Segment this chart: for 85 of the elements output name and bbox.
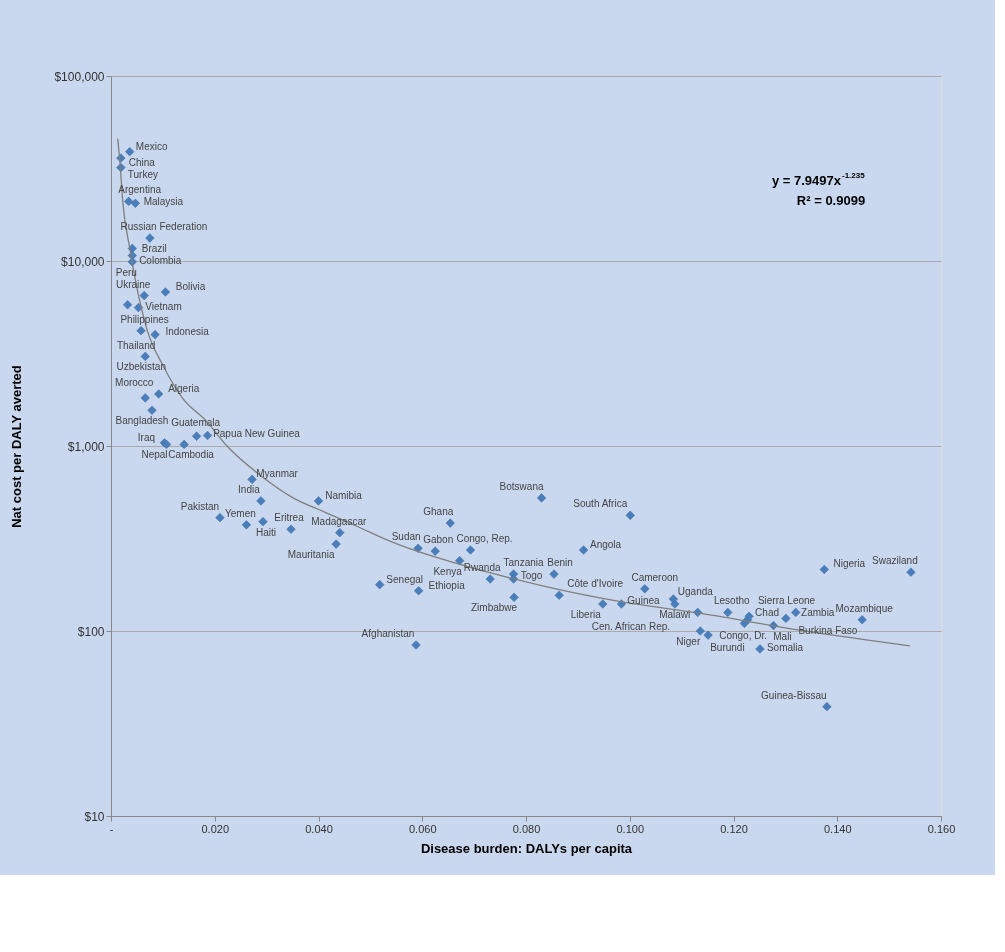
annotation: Congo, Dr.: [719, 630, 767, 642]
annotation: Zimbabwe: [471, 602, 518, 614]
annotation: Congo, Rep.: [456, 533, 513, 545]
annotation: Tanzania: [503, 557, 544, 569]
y-tick-label: $100: [77, 624, 105, 639]
y-tick-label: $10: [84, 809, 105, 824]
annotation: Lesotho: [714, 595, 751, 607]
annotation: Indonesia: [165, 325, 210, 337]
annotation: South Africa: [573, 498, 628, 510]
annotation: Burkina Faso: [798, 625, 858, 637]
annotation: Togo: [520, 570, 543, 582]
y-tick-label: $1,000: [67, 439, 105, 454]
annotation: Brazil: [141, 243, 167, 255]
x-tick-label: 0.100: [616, 822, 645, 835]
annotation: Sierra Leone: [757, 594, 816, 606]
annotation: Yemen: [225, 507, 256, 519]
x-tick-label: 0.060: [408, 822, 437, 835]
annotation: Thailand: [116, 339, 156, 351]
annotation: Pakistan: [180, 500, 220, 512]
x-tick-label: 0.160: [927, 822, 956, 835]
x-tick-label: 0.020: [201, 822, 230, 835]
annotation: Guinea: [627, 594, 661, 606]
annotation: R² = 0.9099: [796, 193, 866, 208]
annotation: Mozambique: [835, 602, 894, 614]
x-tick-label: 0.140: [823, 822, 852, 835]
annotation: Burundi: [710, 642, 745, 654]
annotation: Mexico: [135, 140, 168, 152]
annotation: Vietnam: [145, 300, 182, 312]
annotation: Cameroon: [631, 571, 679, 583]
y-tick-label: $100,000: [54, 69, 105, 84]
annotation: Morocco: [115, 376, 154, 388]
annotation: Guatemala: [171, 417, 221, 429]
annotation: Cen. African Rep.: [591, 620, 671, 632]
annotation: Benin: [547, 557, 573, 569]
x-tick-label: 0.040: [305, 822, 333, 835]
annotation: Zambia: [801, 607, 835, 619]
annotation: Kenya: [433, 565, 463, 577]
annotation: Eritrea: [274, 512, 305, 524]
annotation: Bangladesh: [115, 415, 169, 427]
x-tick-label: -: [109, 822, 114, 835]
y-tick-label: $10,000: [61, 254, 105, 269]
annotation: Mauritania: [287, 549, 335, 561]
annotation: Somalia: [766, 641, 804, 653]
annotation: Angola: [590, 539, 622, 551]
annotation: Myanmar: [256, 468, 299, 480]
annotation: Chad: [755, 607, 780, 619]
annotation: Cambodia: [168, 449, 215, 461]
annotation: Malawi: [659, 609, 691, 621]
annotation: Liberia: [570, 608, 602, 620]
annotation: Papua New Guinea: [213, 428, 301, 440]
annotation: Gabon: [423, 534, 454, 546]
annotation: Swaziland: [872, 555, 918, 567]
annotation: Guinea-Bissau: [761, 689, 827, 701]
annotation: Argentina: [118, 184, 162, 196]
annotation: Afghanistan: [361, 628, 415, 640]
annotation: Algeria: [168, 383, 200, 395]
annotation: Bolivia: [175, 280, 206, 292]
annotation: Ethiopia: [428, 579, 466, 591]
annotation: Colombia: [139, 254, 182, 266]
annotation: Turkey: [127, 168, 158, 180]
annotation: Nepal: [141, 449, 168, 461]
annotation: Namibia: [325, 489, 363, 501]
annotation: Uzbekistan: [116, 361, 166, 373]
annotation: Senegal: [386, 573, 424, 585]
annotation: Ghana: [423, 506, 454, 518]
annotation: Uganda: [677, 585, 714, 597]
annotation: Malaysia: [143, 196, 184, 208]
annotation: Russian Federation: [120, 221, 208, 233]
x-tick-label: 0.120: [720, 822, 748, 835]
y-axis-title: Nat cost per DALY averted: [9, 365, 25, 528]
x-tick-label: 0.080: [512, 822, 541, 835]
annotation: Niger: [676, 636, 701, 647]
annotation: Botswana: [499, 480, 544, 492]
annotation: Peru: [115, 266, 137, 278]
annotation: Ukraine: [115, 278, 151, 290]
annotation: Côte d'Ivoire: [567, 578, 624, 590]
annotation: Sudan: [391, 531, 421, 543]
annotation: China: [128, 157, 156, 169]
annotation: Philippines: [120, 313, 169, 325]
annotation: Haiti: [255, 526, 276, 538]
annotation: India: [238, 483, 261, 495]
annotation: Iraq: [137, 431, 156, 443]
x-axis-title: Disease burden: DALYs per capita: [420, 840, 633, 856]
annotation: Nigeria: [833, 558, 866, 570]
annotation: Mali: [773, 630, 792, 642]
